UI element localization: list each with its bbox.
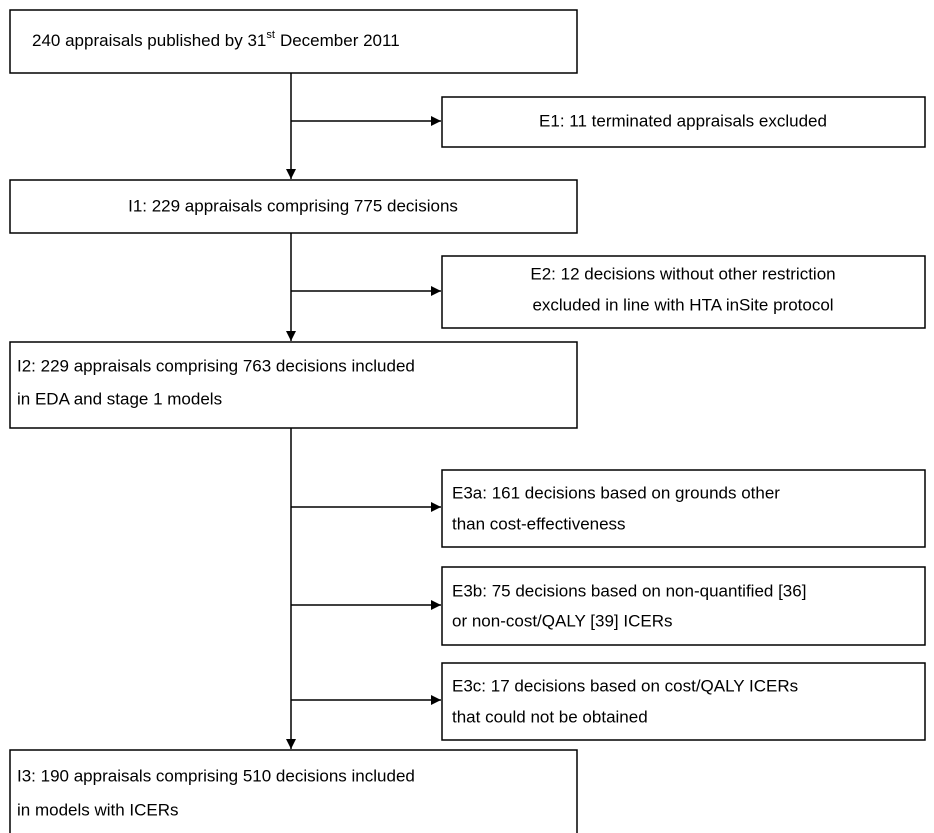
box-text: I1: 229 appraisals comprising 775 decisi… [128,196,458,215]
box-text: E3a: 161 decisions based on grounds othe… [452,483,780,502]
box [9,9,578,74]
text: December 2011 [280,31,400,50]
box-text: E1: 11 terminated appraisals excluded [539,111,827,130]
box [9,179,578,234]
box [441,662,926,741]
box [441,255,926,329]
box [9,749,578,833]
superscript: st [266,29,275,41]
box-text: excluded in line with HTA inSite protoco… [532,295,833,314]
box [9,341,578,429]
box-text: E3b: 75 decisions based on non-quantifie… [452,581,806,600]
box-text: E3c: 17 decisions based on cost/QALY ICE… [452,676,798,695]
box-text: that could not be obtained [452,707,648,726]
box-text: in models with ICERs [17,800,179,819]
box-text: in EDA and stage 1 models [17,389,222,408]
box-text: I3: 190 appraisals comprising 510 decisi… [17,766,415,785]
box [441,469,926,548]
box-text: I2: 229 appraisals comprising 763 decisi… [17,356,415,375]
box [441,96,926,148]
box-text: than cost-effectiveness [452,514,626,533]
box [441,566,926,646]
box-text: or non-cost/QALY [39] ICERs [452,611,672,630]
text: 240 appraisals published by 31 [32,31,266,50]
box-text: E2: 12 decisions without other restricti… [530,264,835,283]
box-text: 240 appraisals published by 31st December… [32,29,400,51]
